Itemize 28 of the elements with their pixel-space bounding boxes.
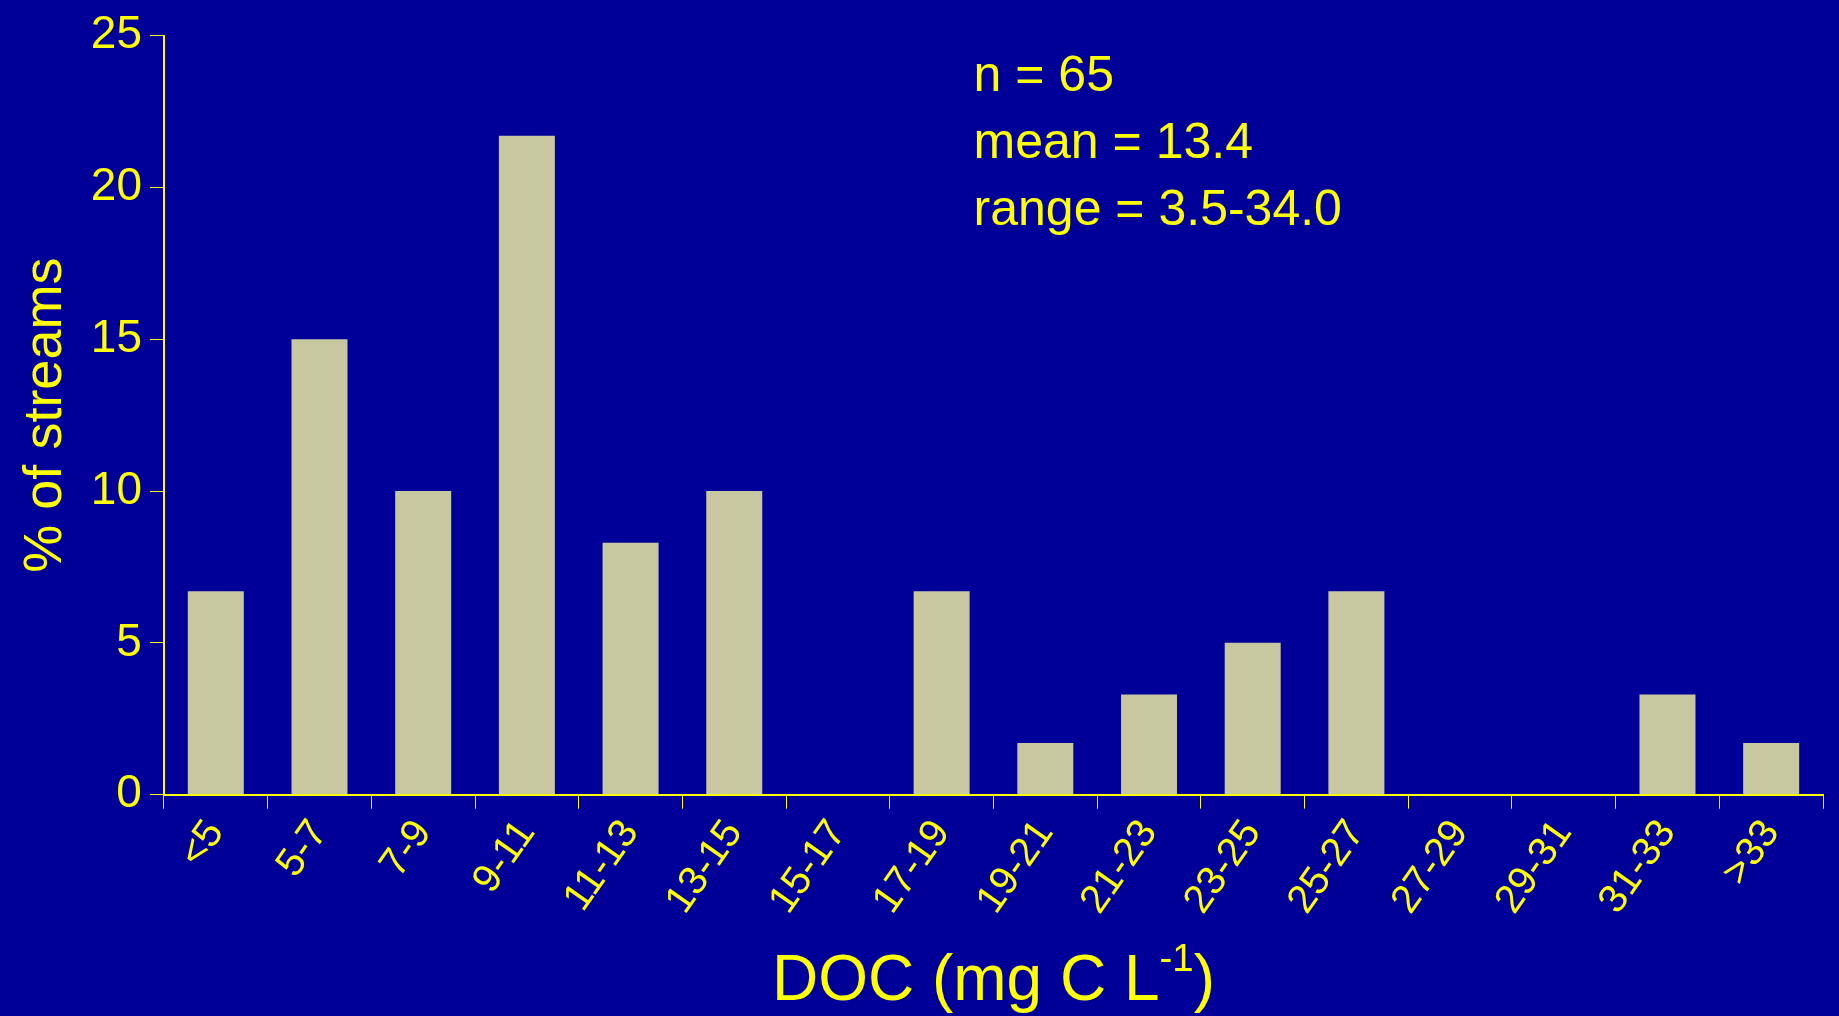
x-tick-label: >33: [1711, 811, 1787, 892]
bar: [1328, 591, 1385, 795]
bar: [1639, 694, 1696, 795]
y-tick-label: 0: [116, 765, 142, 818]
x-tick-label: <5: [169, 811, 232, 874]
bar: [187, 591, 244, 795]
y-tick-label: 25: [90, 6, 142, 59]
y-tick-label: 10: [90, 461, 142, 514]
bar: [706, 491, 763, 795]
annotation: range = 3.5-34.0: [973, 179, 1342, 236]
bar: [1017, 743, 1074, 795]
bar: [602, 542, 659, 795]
y-tick-label: 20: [90, 158, 142, 211]
x-tick-label: 7-9: [369, 811, 439, 884]
y-axis-title: % of streams: [12, 257, 73, 573]
bar: [1743, 743, 1800, 795]
bar: [913, 591, 970, 795]
y-tick-label: 5: [116, 613, 142, 666]
x-tick-label: 5-7: [265, 811, 336, 884]
bar: [395, 491, 452, 795]
annotation: mean = 13.4: [973, 112, 1253, 169]
x-tick-label: 9-11: [462, 811, 543, 900]
bar: [291, 339, 348, 795]
y-tick-label: 15: [90, 309, 142, 362]
bar: [1224, 642, 1281, 795]
annotation: n = 65: [973, 45, 1114, 102]
bar: [498, 135, 555, 795]
bar: [1121, 694, 1178, 795]
